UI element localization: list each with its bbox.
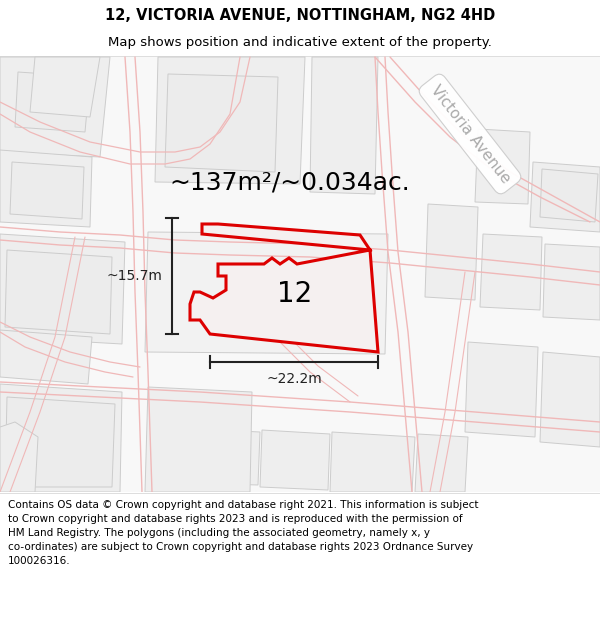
Polygon shape (10, 162, 84, 219)
Polygon shape (0, 422, 38, 492)
Bar (0, 57, 600, 492)
Polygon shape (330, 432, 415, 492)
Text: ~22.2m: ~22.2m (266, 372, 322, 386)
Text: 12, VICTORIA AVENUE, NOTTINGHAM, NG2 4HD: 12, VICTORIA AVENUE, NOTTINGHAM, NG2 4HD (105, 9, 495, 24)
Polygon shape (15, 72, 90, 132)
Text: Victoria Avenue: Victoria Avenue (427, 82, 513, 186)
Polygon shape (0, 384, 122, 492)
Polygon shape (5, 397, 115, 487)
Polygon shape (155, 57, 305, 184)
Polygon shape (530, 162, 600, 232)
Polygon shape (0, 57, 110, 157)
Polygon shape (145, 232, 388, 354)
Polygon shape (0, 234, 125, 344)
Polygon shape (165, 74, 278, 172)
Text: Map shows position and indicative extent of the property.: Map shows position and indicative extent… (108, 36, 492, 49)
Text: 12: 12 (277, 280, 313, 308)
Polygon shape (30, 57, 100, 117)
Polygon shape (5, 250, 112, 334)
Text: Contains OS data © Crown copyright and database right 2021. This information is : Contains OS data © Crown copyright and d… (8, 500, 479, 566)
Polygon shape (425, 204, 478, 300)
Polygon shape (475, 129, 530, 204)
Polygon shape (190, 224, 378, 352)
Polygon shape (540, 352, 600, 447)
Polygon shape (0, 150, 92, 227)
Polygon shape (155, 427, 260, 485)
Polygon shape (465, 342, 538, 437)
Text: ~137m²/~0.034ac.: ~137m²/~0.034ac. (170, 170, 410, 194)
Polygon shape (0, 330, 92, 384)
Polygon shape (145, 387, 252, 492)
Polygon shape (415, 434, 468, 492)
Text: ~15.7m: ~15.7m (106, 269, 162, 283)
Polygon shape (260, 430, 330, 490)
Polygon shape (480, 234, 542, 310)
Polygon shape (310, 57, 378, 194)
Polygon shape (543, 244, 600, 320)
Polygon shape (540, 169, 598, 222)
